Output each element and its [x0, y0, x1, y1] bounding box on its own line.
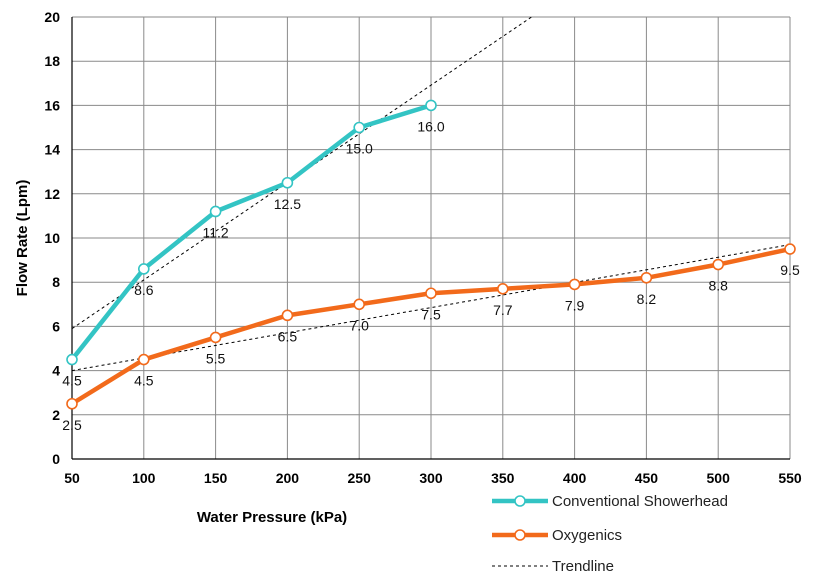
data-label: 11.2 [202, 224, 228, 240]
trendline [72, 244, 790, 372]
data-point [281, 309, 294, 322]
x-tick-label: 200 [276, 470, 300, 486]
y-tick-label: 14 [44, 142, 60, 158]
y-tick-label: 10 [44, 230, 60, 246]
data-point [138, 353, 150, 366]
x-tick-label: 150 [204, 470, 228, 486]
data-point [640, 271, 653, 284]
data-point [496, 283, 509, 295]
data-label: 4.5 [62, 373, 82, 389]
x-tick-label: 450 [635, 470, 659, 486]
data-point [138, 263, 150, 275]
data-point [66, 397, 78, 410]
data-label: 7.0 [349, 317, 369, 333]
legend-label: Oxygenics [552, 527, 622, 544]
y-tick-label: 16 [44, 97, 60, 113]
legend: Conventional Showerhead Oxygenics Trendlin… [492, 493, 728, 575]
data-labels: 4.5 8.6 11.2 12.5 15.0 16.0 2.5 4.5 5.5 6.5 7.0 7.5… [62, 118, 800, 432]
data-label: 12.5 [274, 196, 301, 212]
data-point [784, 243, 796, 255]
series-line-conventional [70, 103, 432, 361]
data-label: 7.7 [493, 302, 513, 318]
y-tick-label: 4 [52, 363, 60, 379]
x-tick-label: 250 [348, 470, 372, 486]
x-tick-label: 300 [419, 470, 443, 486]
legend-label: Conventional Showerhead [552, 493, 728, 510]
y-tick-label: 0 [52, 451, 60, 467]
data-label: 9.5 [780, 262, 800, 278]
series [66, 99, 796, 410]
x-tick-label: 400 [563, 470, 587, 486]
y-tick-label: 6 [52, 318, 60, 334]
data-label: 16.0 [417, 118, 444, 134]
legend-marker [514, 495, 526, 507]
legend-label: Trendline [552, 558, 614, 575]
x-tick-label: 50 [64, 470, 80, 486]
data-label: 4.5 [134, 373, 154, 389]
data-label: 2.5 [62, 417, 82, 433]
data-point [425, 287, 437, 300]
y-tick-label: 18 [44, 53, 60, 69]
data-point [712, 258, 725, 271]
legend-marker [514, 529, 526, 541]
data-point [353, 298, 366, 311]
data-point [281, 176, 294, 189]
data-point [209, 331, 222, 344]
x-tick-label: 100 [132, 470, 156, 486]
data-point [353, 121, 366, 134]
x-tick-label: 550 [778, 470, 802, 486]
data-label: 7.9 [565, 297, 585, 313]
y-axis-title: Flow Rate (Lpm) [14, 180, 31, 297]
data-label: 8.2 [637, 291, 657, 307]
data-point [209, 205, 222, 218]
data-label: 5.5 [206, 350, 226, 366]
axes: 50 100 150 200 250 300 350 400 450 500 550 0 2 4 6 8 10 1… [44, 9, 801, 486]
data-point [66, 353, 78, 366]
x-tick-label: 500 [707, 470, 731, 486]
data-label: 8.8 [708, 278, 728, 294]
data-label: 15.0 [346, 141, 373, 157]
data-point [425, 99, 437, 112]
y-tick-label: 12 [44, 186, 60, 202]
data-point [568, 278, 581, 291]
y-tick-label: 8 [52, 274, 60, 290]
x-axis-title: Water Pressure (kPa) [197, 509, 347, 526]
data-label: 6.5 [278, 328, 298, 344]
data-label: 7.5 [421, 306, 441, 322]
y-tick-label: 20 [44, 9, 60, 25]
y-tick-label: 2 [52, 407, 60, 423]
data-label: 8.6 [134, 282, 154, 298]
x-tick-label: 350 [491, 470, 515, 486]
